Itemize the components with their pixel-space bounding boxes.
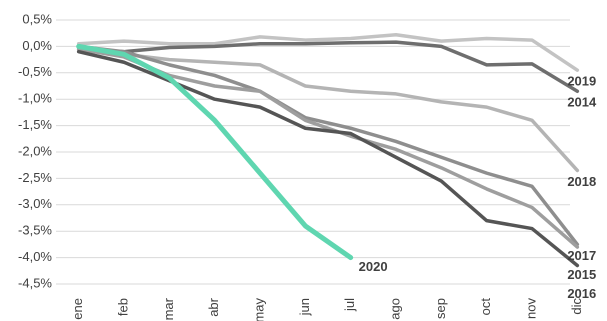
x-tick-label: mar (161, 297, 176, 320)
y-tick-label: 0,0% (22, 38, 52, 53)
series-line (76, 47, 580, 249)
x-tick-label: jun (297, 298, 312, 316)
series-line (76, 45, 580, 173)
x-tick-label: feb (115, 298, 130, 316)
x-tick-label: sep (433, 298, 448, 319)
x-tick-label: may (251, 298, 266, 321)
y-tick-label: 0,5% (22, 11, 52, 26)
y-tick-label: -2,0% (18, 143, 52, 158)
x-tick-label: ene (70, 298, 85, 320)
x-tick-label: jul (342, 298, 357, 312)
y-tick-label: -4,5% (18, 275, 52, 290)
y-tick-label: -4,0% (18, 249, 52, 264)
y-tick-label: -1,0% (18, 91, 52, 106)
series-label: 2020 (359, 259, 388, 274)
y-tick-label: -3,5% (18, 223, 52, 238)
x-tick-label: oct (478, 298, 493, 316)
series-line (76, 43, 354, 261)
y-tick-label: -2,5% (18, 170, 52, 185)
series-line (76, 33, 580, 72)
series-label: 2018 (567, 174, 596, 189)
y-tick-label: -1,5% (18, 117, 52, 132)
x-tick-label: abr (206, 297, 221, 316)
x-tick-label: ago (387, 298, 402, 320)
series-line (76, 40, 580, 94)
series-line (76, 44, 580, 247)
series-label: 2016 (567, 286, 596, 301)
x-tick-label: dic (569, 298, 584, 315)
series-label: 2019 (567, 74, 596, 89)
y-tick-label: -0,5% (18, 64, 52, 79)
x-tick-label: nov (523, 298, 538, 319)
y-tick-label: -3,0% (18, 196, 52, 211)
series-label: 2015 (567, 267, 596, 282)
series-label: 2017 (567, 248, 596, 263)
series-label: 2014 (567, 95, 597, 110)
series-line (76, 49, 580, 268)
